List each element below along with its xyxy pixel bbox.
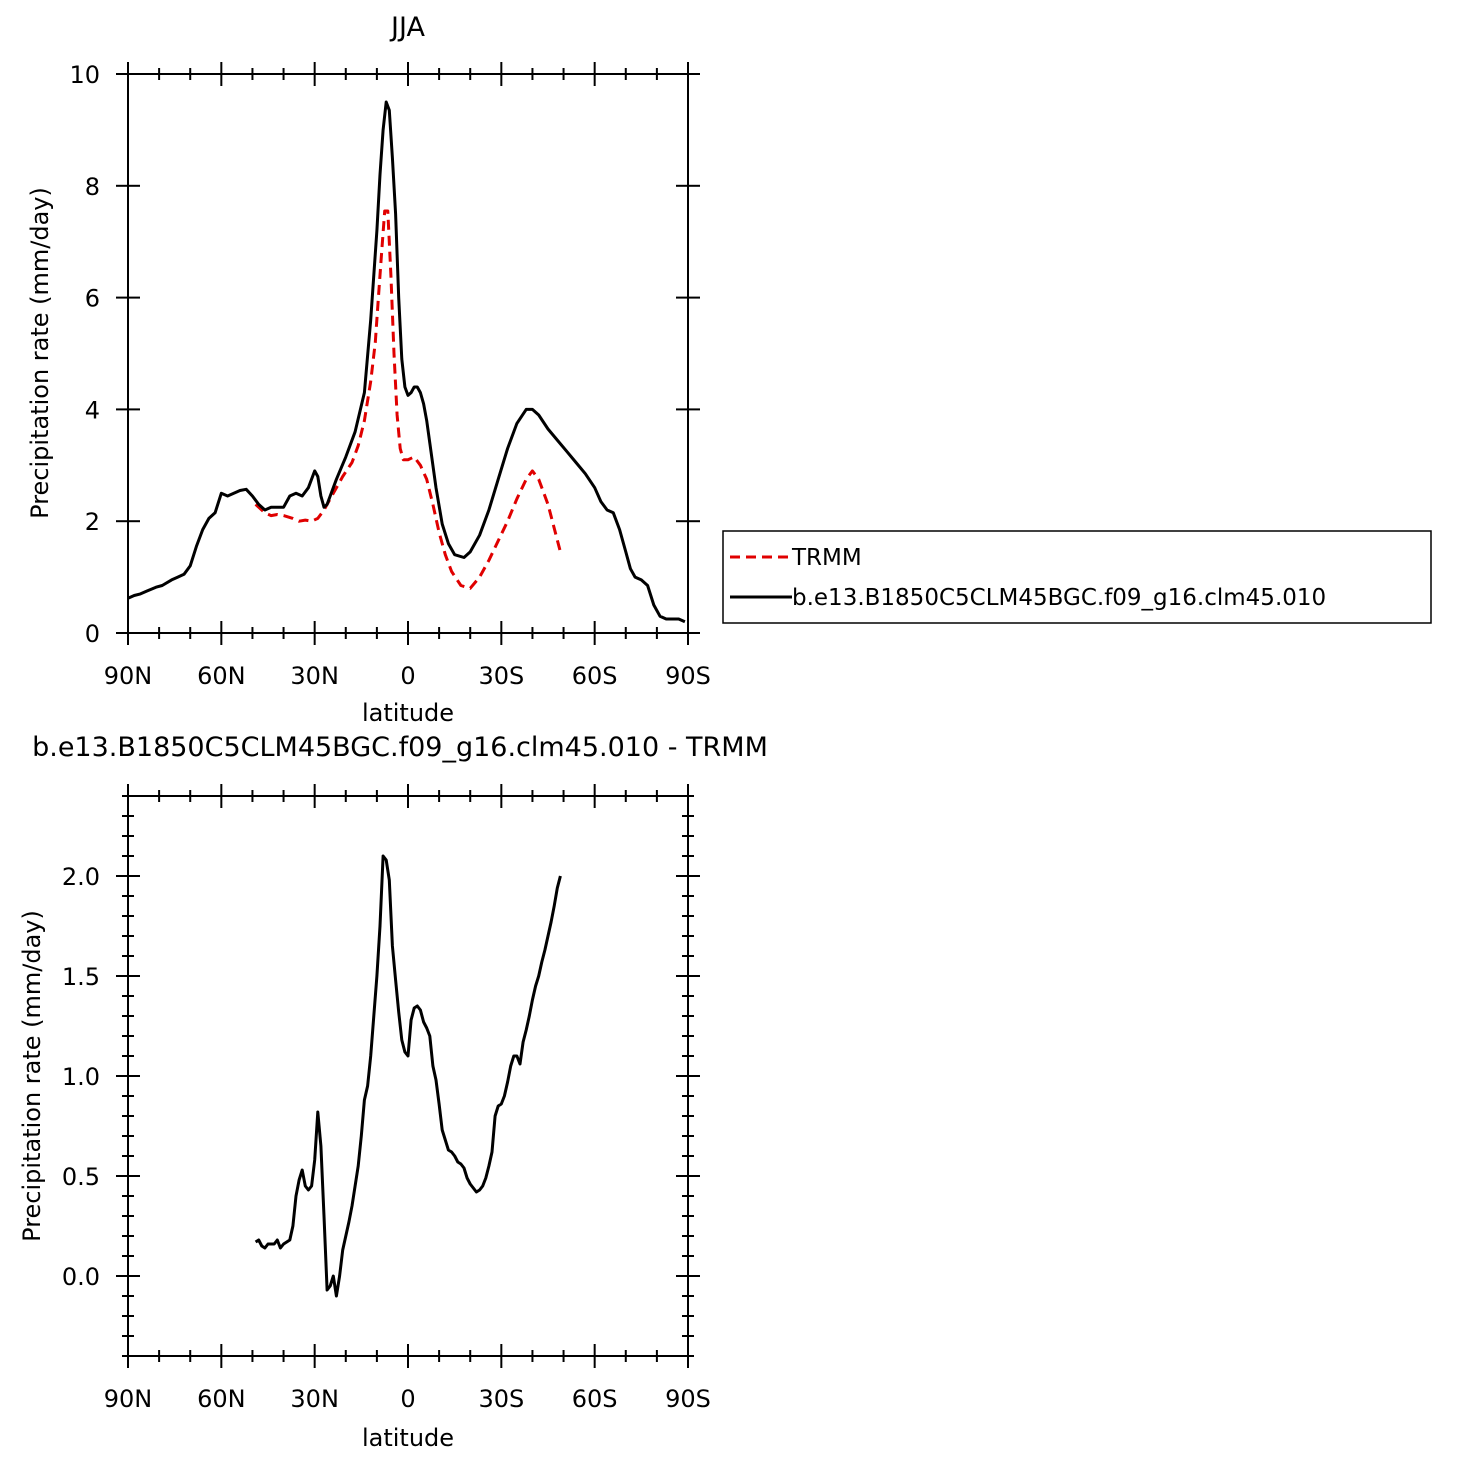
- bottom-plot-frame: [127, 795, 689, 1357]
- bottom-y-tick-label: 0.0: [62, 1263, 100, 1291]
- bottom-y-tick-label: 2.0: [62, 863, 100, 891]
- bottom-y-tick-label: 1.5: [62, 963, 100, 991]
- top-x-axis-label: latitude: [362, 699, 454, 727]
- top-y-tick-label: 0: [85, 620, 100, 648]
- top-y-tick-label: 2: [85, 508, 100, 536]
- top-series-line-1: [127, 100, 686, 624]
- top-x-tick-label: 90S: [665, 662, 711, 690]
- bottom-series-lines: [254, 854, 562, 1298]
- panel-bottom: b.e13.B1850C5CLM45BGC.f09_g16.clm45.010 …: [18, 732, 768, 1452]
- bottom-ticks: [116, 784, 700, 1368]
- bottom-y-axis-label: Precipitation rate (mm/day): [18, 910, 46, 1242]
- top-x-tick-label: 60N: [197, 662, 246, 690]
- bottom-x-tick-label: 90S: [665, 1385, 711, 1413]
- bottom-x-tick-labels: 90N 60N 30N 0 30S 60S 90S: [104, 1385, 711, 1413]
- bottom-y-tick-label: 1.0: [62, 1063, 100, 1091]
- bottom-x-axis-label: latitude: [362, 1424, 454, 1452]
- legend-label-model: b.e13.B1850C5CLM45BGC.f09_g16.clm45.010: [792, 585, 1326, 611]
- legend: TRMM b.e13.B1850C5CLM45BGC.f09_g16.clm45…: [722, 530, 1432, 624]
- legend-label-trmm: TRMM: [791, 545, 862, 571]
- top-y-tick-label: 4: [85, 396, 100, 424]
- bottom-chart-title: b.e13.B1850C5CLM45BGC.f09_g16.clm45.010 …: [32, 732, 768, 763]
- bottom-y-tick-labels: 0.0 0.5 1.0 1.5 2.0: [62, 863, 100, 1291]
- top-ticks: [116, 62, 700, 645]
- top-plot-frame: [127, 73, 689, 634]
- panel-top: JJA 90N 60N 30N 0 30S 60S 90S 0 2 4 6 8 10 latitude…: [26, 12, 711, 727]
- top-x-tick-label: 30N: [290, 662, 339, 690]
- bottom-x-tick-label: 60N: [197, 1385, 246, 1413]
- top-x-tick-labels: 90N 60N 30N 0 30S 60S 90S: [104, 662, 711, 690]
- top-series-lines: [127, 100, 686, 624]
- top-y-tick-labels: 0 2 4 6 8 10: [69, 61, 100, 648]
- top-x-tick-label: 90N: [104, 662, 153, 690]
- top-x-tick-label: 30S: [478, 662, 524, 690]
- bottom-x-tick-label: 30S: [478, 1385, 524, 1413]
- bottom-x-tick-label: 60S: [572, 1385, 618, 1413]
- legend-box: [722, 530, 1432, 624]
- top-series-line-0: [254, 209, 562, 590]
- top-y-tick-label: 6: [85, 285, 100, 313]
- bottom-y-tick-label: 0.5: [62, 1163, 100, 1191]
- bottom-x-tick-label: 0: [400, 1385, 415, 1413]
- top-y-axis-label: Precipitation rate (mm/day): [26, 187, 54, 519]
- top-chart-title: JJA: [389, 12, 425, 43]
- bottom-series-line-0: [254, 854, 562, 1298]
- bottom-x-tick-label: 90N: [104, 1385, 153, 1413]
- top-y-tick-label: 10: [69, 61, 100, 89]
- bottom-x-tick-label: 30N: [290, 1385, 339, 1413]
- top-x-tick-label: 0: [400, 662, 415, 690]
- top-x-tick-label: 60S: [572, 662, 618, 690]
- top-y-tick-label: 8: [85, 173, 100, 201]
